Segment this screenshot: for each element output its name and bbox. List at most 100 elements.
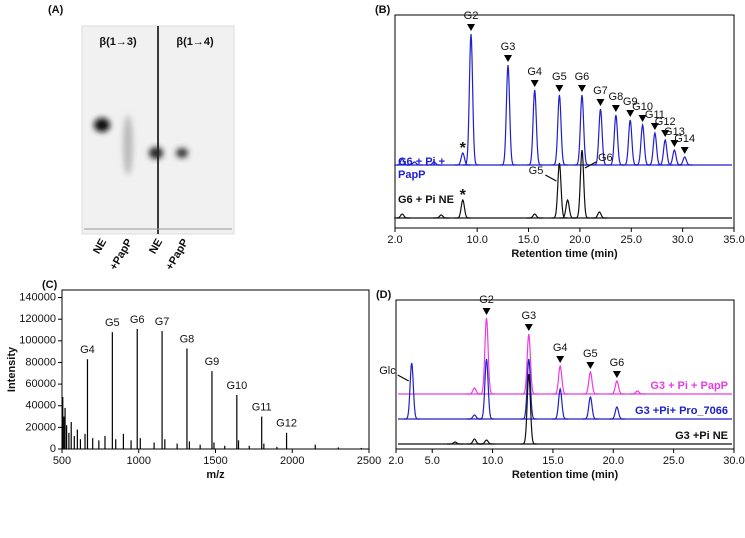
group-label: β(1→3): [99, 36, 137, 48]
peak: [582, 395, 599, 420]
x-tick-label: 2000: [280, 455, 304, 467]
peak: [478, 439, 495, 445]
lane-label: NE: [91, 237, 109, 256]
peak: [433, 214, 450, 219]
peak-label: G8: [609, 91, 624, 103]
panel-label: (D): [376, 289, 392, 301]
peak: [622, 119, 639, 166]
y-tick-label: 60000: [25, 378, 56, 390]
peak: [520, 358, 537, 420]
x-tick-label: 500: [53, 455, 71, 467]
peak: [574, 149, 590, 219]
x-tick-label: 15.0: [518, 234, 539, 246]
x-axis-label: Retention time (min): [511, 248, 618, 260]
peak-marker: [555, 85, 564, 92]
series-name: G3 +Pi+ Pro_7066: [635, 405, 728, 417]
x-tick-label: 2.0: [387, 234, 402, 246]
peak: [520, 333, 537, 395]
peak: [447, 441, 464, 445]
peak-label: G6: [130, 314, 145, 326]
peak-label: G12: [276, 418, 297, 430]
peak: [466, 438, 483, 445]
peak-label: G6: [575, 71, 590, 83]
x-axis-label: Retention time (min): [512, 469, 619, 481]
peak: [466, 387, 483, 395]
peak: [646, 131, 663, 166]
y-tick-label: 120000: [19, 313, 56, 325]
peak-marker: [612, 371, 621, 378]
label-arrow: [584, 161, 597, 169]
series-name: G6 + Pi + PapP: [398, 156, 446, 181]
x-tick-label: 1500: [203, 455, 227, 467]
peak-label: G10: [632, 101, 653, 113]
peak-marker: [467, 24, 476, 31]
tlc-spot: [94, 118, 110, 132]
peak: [520, 373, 537, 445]
peak: [552, 364, 569, 395]
peak-marker: [650, 123, 659, 130]
panel-label: (B): [375, 4, 391, 16]
peak-label: G3: [521, 310, 536, 322]
peak: [634, 122, 651, 166]
plot-frame: [394, 14, 735, 229]
peak: [406, 161, 423, 166]
peak-marker: [524, 324, 533, 331]
peak: [608, 406, 625, 420]
peak-marker: [482, 308, 491, 315]
peak-marker: [577, 85, 586, 92]
peak: [454, 198, 471, 219]
peak-marker: [661, 130, 670, 137]
peak-label: G13: [664, 126, 685, 138]
peak-label: G4: [553, 342, 568, 354]
peak: [426, 161, 442, 166]
peak: [629, 390, 646, 395]
peak: [582, 370, 599, 395]
y-tick-label: 0: [50, 443, 56, 455]
peak-note: *: [460, 187, 467, 204]
tlc-smear: [123, 115, 133, 175]
group-label: β(1→4): [176, 36, 214, 48]
series-name: G3 + Pi + PapP: [650, 380, 728, 392]
peak: [559, 198, 576, 219]
x-tick-label: 20.0: [569, 234, 590, 246]
lane-label: NE: [147, 237, 165, 256]
panel-label: (C): [42, 279, 58, 291]
peak-label: G2: [464, 10, 479, 22]
peak-label: G5: [105, 317, 120, 329]
peak-label: G12: [655, 116, 676, 128]
plot-frame: [395, 299, 735, 450]
y-tick-label: 80000: [25, 356, 56, 368]
peak: [574, 94, 590, 166]
peak: [608, 380, 625, 395]
lane-label: +PapP: [108, 237, 135, 272]
plot-frame: [61, 289, 370, 450]
x-tick-label: 20.0: [603, 455, 624, 467]
peak: [403, 362, 420, 420]
x-tick-label: 15.0: [542, 455, 563, 467]
peak-label: G5: [552, 71, 567, 83]
y-tick-label: 20000: [25, 421, 56, 433]
peak-marker: [611, 105, 620, 112]
peak-marker: [638, 115, 647, 122]
lane-label: +PapP: [164, 237, 191, 272]
peak-label: Glc: [379, 365, 396, 377]
label-arrow: [397, 374, 409, 382]
y-axis-label: Intensity: [6, 346, 18, 392]
peak-marker: [504, 55, 512, 62]
x-tick-label: 5.0: [425, 455, 440, 467]
peak: [526, 213, 543, 219]
x-axis-label: m/z: [206, 469, 225, 481]
peak-label: G8: [180, 333, 195, 345]
peak: [551, 94, 568, 166]
tlc-spot: [149, 147, 163, 159]
x-tick-label: 1000: [127, 455, 151, 467]
peak-label: G4: [527, 66, 542, 78]
x-tick-label: 35.0: [723, 234, 744, 246]
y-tick-label: 40000: [25, 400, 56, 412]
panel-label: (A): [48, 4, 64, 16]
x-tick-label: 2.0: [388, 455, 403, 467]
peak: [676, 156, 693, 166]
peak: [478, 317, 495, 395]
series-name: G3 +Pi NE: [675, 430, 728, 442]
